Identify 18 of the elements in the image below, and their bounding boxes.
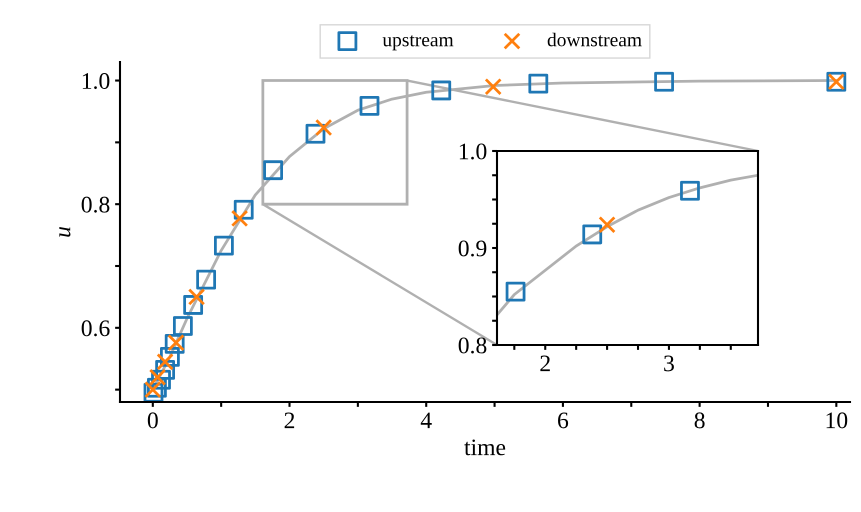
y-tick-label: 0.6 — [82, 320, 110, 336]
x-tick-label: 0 — [148, 412, 158, 428]
legend-label: downstream — [548, 32, 642, 46]
y-tick-label: 0.8 — [458, 337, 486, 354]
x-tick-label: 2 — [540, 355, 550, 372]
x-tick-label: 6 — [558, 412, 568, 428]
x-tick-label: 10 — [826, 412, 848, 428]
y-tick-label: 1.0 — [460, 143, 486, 160]
y-tick-label: 1.0 — [82, 73, 110, 90]
x-tick-label: 4 — [420, 412, 432, 428]
y-tick-label: 0.8 — [82, 196, 110, 213]
legend-label: upstream — [382, 35, 454, 50]
x-tick-label: 2 — [284, 412, 294, 428]
y-axis-title: u — [59, 226, 70, 237]
x-axis-title: time — [464, 439, 506, 456]
x-tick-label: 8 — [694, 412, 705, 428]
y-tick-label: 0.9 — [458, 240, 486, 257]
x-tick-label: 3 — [664, 355, 674, 372]
